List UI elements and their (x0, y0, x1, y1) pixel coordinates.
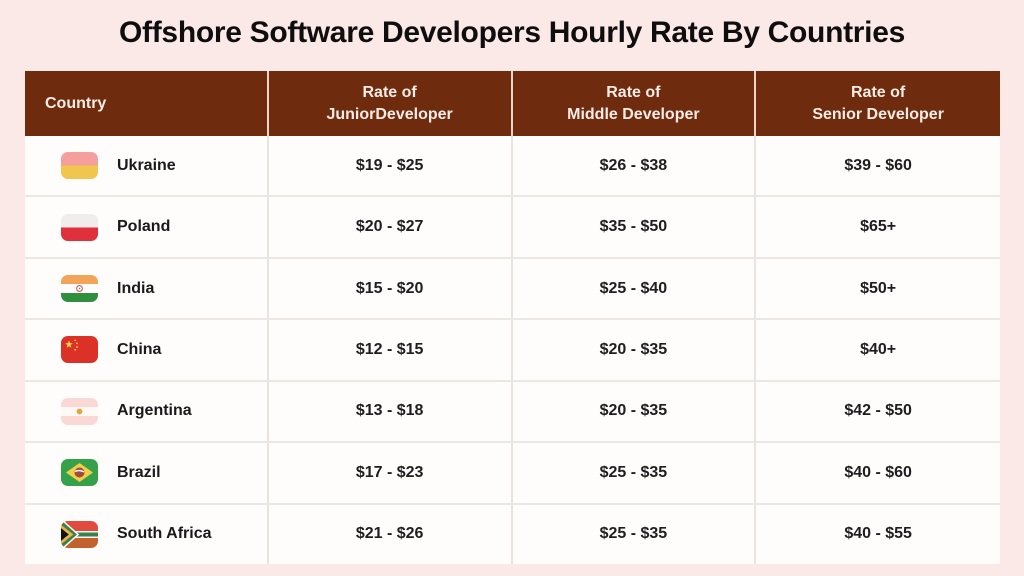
junior-rate-cell: $17 - $23 (269, 443, 513, 503)
argentina-flag-icon (61, 397, 98, 425)
country-name: Ukraine (117, 156, 176, 174)
table-row: South Africa $21 - $26 $25 - $35 $40 - $… (25, 504, 1000, 564)
junior-rate-cell: $12 - $15 (269, 320, 513, 380)
table-row: Ukraine $19 - $25 $26 - $38 $39 - $60 (25, 136, 1000, 198)
middle-rate-cell: $25 - $35 (513, 504, 757, 564)
senior-rate-cell: $39 - $60 (844, 156, 912, 174)
country-cell: Brazil (25, 443, 269, 503)
table-row: Poland $20 - $27 $35 - $50 $65+ (25, 197, 1000, 259)
country-cell: India (25, 258, 269, 319)
middle-rate-cell: $35 - $50 (513, 197, 757, 257)
country-cell: South Africa (25, 504, 269, 564)
country-cell: Argentina (25, 381, 269, 442)
middle-rate-cell: $25 - $35 (513, 443, 757, 503)
ukraine-flag-icon (61, 152, 98, 180)
country-cell: Ukraine (25, 136, 269, 196)
table-row: India $15 - $20 $25 - $40 $50+ (25, 258, 1000, 321)
country-name: South Africa (117, 525, 212, 543)
country-name: Brazil (117, 463, 161, 481)
country-name: India (117, 279, 155, 297)
senior-rate-cell: $42 - $50 (844, 402, 912, 420)
south-africa-flag-icon (61, 520, 98, 548)
country-name: China (117, 340, 162, 358)
china-flag-icon (61, 336, 98, 364)
table-row: Argentina $13 - $18 $20 - $35 $42 - $50 (25, 381, 1000, 444)
junior-rate-cell: $20 - $27 (269, 197, 513, 257)
middle-rate-cell: $20 - $35 (513, 381, 757, 442)
junior-rate-cell: $13 - $18 (269, 381, 513, 442)
poland-flag-icon (61, 213, 98, 241)
senior-rate-cell: $50+ (860, 279, 897, 297)
table-row: China $12 - $15 $20 - $35 $40+ (25, 320, 1000, 382)
header-country: Country (25, 71, 269, 136)
page-title: Offshore Software Developers Hourly Rate… (119, 16, 905, 49)
senior-rate-cell: $40 - $60 (844, 463, 912, 481)
middle-rate-cell: $26 - $38 (513, 136, 757, 196)
senior-rate-cell: $40 - $55 (844, 525, 912, 543)
table-row: Brazil $17 - $23 $25 - $35 $40 - $60 (25, 443, 1000, 505)
junior-rate-cell: $15 - $20 (269, 258, 513, 319)
country-cell: China (25, 320, 269, 380)
senior-rate-cell: $65+ (860, 218, 897, 236)
header-junior-rate: Rate of JuniorDeveloper (269, 71, 513, 136)
country-name: Poland (117, 218, 171, 236)
header-middle-rate: Rate of Middle Developer (513, 71, 757, 136)
senior-rate-cell: $40+ (860, 340, 897, 358)
brazil-flag-icon (61, 459, 98, 487)
middle-rate-cell: $25 - $40 (513, 258, 757, 319)
india-flag-icon (61, 275, 98, 303)
junior-rate-cell: $19 - $25 (269, 136, 513, 196)
country-cell: Poland (25, 197, 269, 257)
middle-rate-cell: $20 - $35 (513, 320, 757, 380)
country-name: Argentina (117, 402, 192, 420)
junior-rate-cell: $21 - $26 (269, 504, 513, 564)
rates-table: Country Rate of JuniorDeveloper Rate of … (25, 71, 1000, 564)
table-header-row: Country Rate of JuniorDeveloper Rate of … (25, 71, 1000, 136)
header-senior-rate: Rate of Senior Developer (812, 83, 944, 123)
